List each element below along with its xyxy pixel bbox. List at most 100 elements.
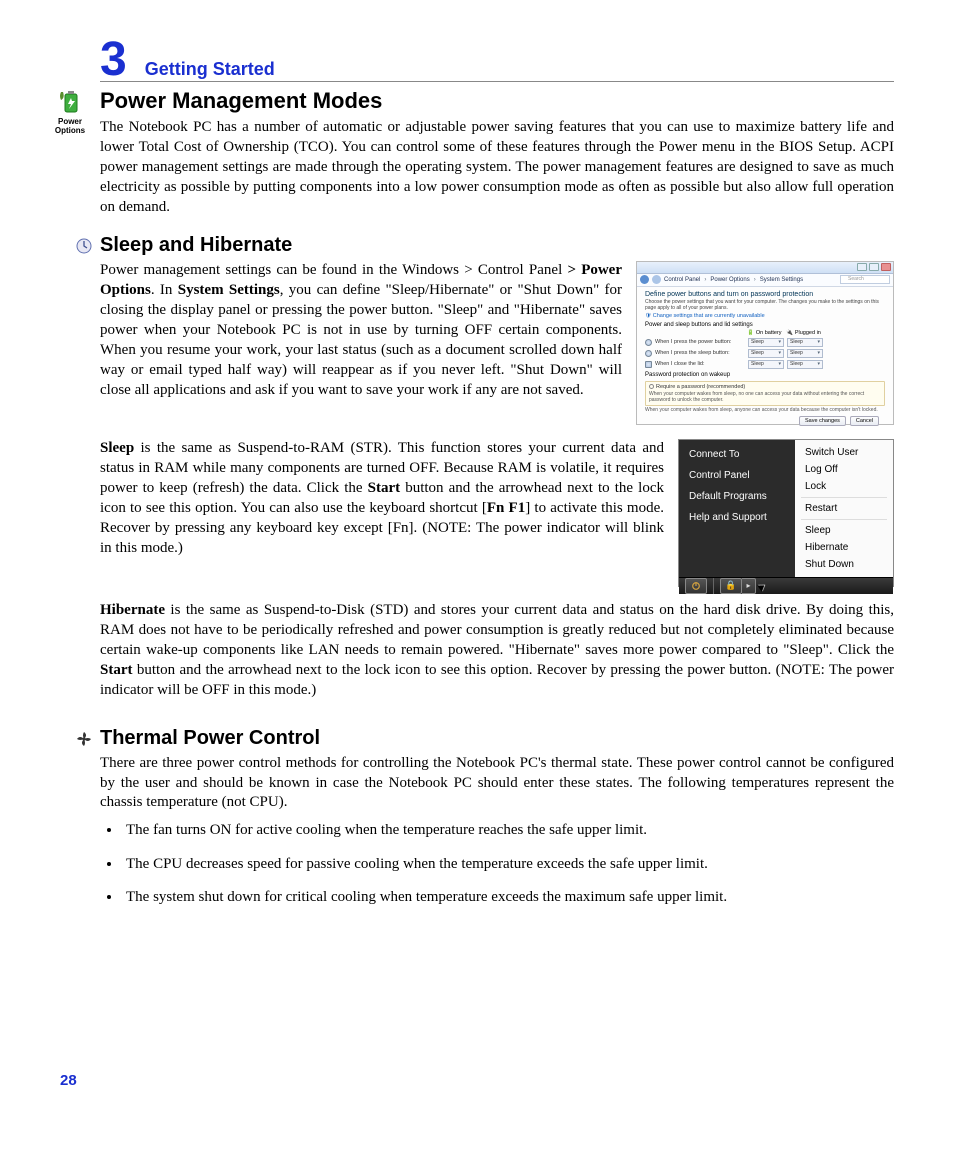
thermal-bullets: The fan turns ON for active cooling when… bbox=[122, 821, 894, 908]
section-thermal-power: Thermal Power Control There are three po… bbox=[100, 727, 894, 908]
dropdown-battery[interactable]: Sleep bbox=[748, 338, 784, 347]
section-sleep-hibernate: Sleep and Hibernate Power management set… bbox=[100, 234, 894, 701]
search-input[interactable]: Search bbox=[840, 275, 890, 284]
sleep-detail-row: Sleep is the same as Suspend-to-RAM (STR… bbox=[100, 439, 894, 587]
heading-text: Sleep and Hibernate bbox=[100, 234, 292, 256]
menu-item-hibernate[interactable]: Hibernate bbox=[795, 539, 893, 556]
text: , you can define "Sleep/Hibernate" or "S… bbox=[100, 282, 622, 398]
back-button[interactable] bbox=[640, 275, 649, 284]
page-number: 28 bbox=[60, 1072, 77, 1089]
start-menu-left-column: Connect To Control Panel Default Program… bbox=[679, 440, 795, 577]
control-panel-screenshot: Control Panel Power Options System Setti… bbox=[636, 261, 894, 425]
cp-row-power-button: When I press the power button: Sleep Sle… bbox=[645, 338, 885, 347]
cp-footer: Save changes Cancel bbox=[645, 413, 885, 426]
clock-icon bbox=[76, 237, 92, 260]
heading-sleep-hibernate: Sleep and Hibernate bbox=[100, 234, 894, 257]
maximize-button[interactable] bbox=[869, 263, 879, 271]
text: Power management settings can be found i… bbox=[100, 262, 567, 278]
sleep-paragraph: Sleep is the same as Suspend-to-RAM (STR… bbox=[100, 439, 664, 559]
control-panel-body: Define power buttons and turn on passwor… bbox=[637, 287, 893, 430]
power-management-body: The Notebook PC has a number of automati… bbox=[100, 118, 894, 218]
breadcrumb-item[interactable]: Control Panel bbox=[664, 277, 700, 283]
menu-item-shut-down[interactable]: Shut Down bbox=[795, 556, 893, 573]
chapter-title: Getting Started bbox=[145, 59, 275, 80]
menu-item-help-support[interactable]: Help and Support bbox=[679, 507, 795, 528]
power-button[interactable] bbox=[685, 578, 707, 594]
chapter-number: 3 bbox=[100, 38, 127, 81]
sleep-button-icon bbox=[645, 350, 652, 357]
cp-row-label: When I close the lid: bbox=[655, 361, 745, 367]
menu-item-connect-to[interactable]: Connect To bbox=[679, 444, 795, 465]
cp-password-option1-sub: When your computer wakes from sleep, no … bbox=[649, 391, 881, 403]
cp-column-headers: 🔋 On battery 🔌 Plugged in bbox=[747, 330, 885, 336]
close-button[interactable] bbox=[881, 263, 891, 271]
separator bbox=[713, 578, 714, 594]
heading-power-management: Power Options Power Management Modes bbox=[100, 88, 894, 114]
cp-password-option-box: Require a password (recommended) When yo… bbox=[645, 381, 885, 406]
minimize-button[interactable] bbox=[857, 263, 867, 271]
cp-row-label: When I press the power button: bbox=[655, 339, 745, 345]
dropdown-battery[interactable]: Sleep bbox=[748, 360, 784, 369]
menu-divider bbox=[801, 519, 887, 520]
text-bold: System Settings bbox=[178, 282, 280, 298]
text-bold: Start bbox=[368, 480, 401, 496]
save-changes-button[interactable]: Save changes bbox=[799, 416, 846, 426]
cp-password-section-label: Password protection on wakeup bbox=[645, 372, 885, 378]
menu-item-log-off[interactable]: Log Off bbox=[795, 461, 893, 478]
text-bold: Start bbox=[100, 662, 133, 678]
cp-password-option2-sub: When your computer wakes from sleep, any… bbox=[645, 407, 885, 413]
cancel-button[interactable]: Cancel bbox=[850, 416, 879, 426]
sleep-intro-row: Power management settings can be found i… bbox=[100, 261, 894, 425]
window-titlebar bbox=[637, 262, 893, 274]
cp-section-label: Power and sleep buttons and lid settings bbox=[645, 322, 885, 328]
text: button and the arrowhead next to the loc… bbox=[100, 662, 894, 698]
power-options-icon: Power Options bbox=[52, 86, 88, 136]
text-bold: Fn F1 bbox=[487, 500, 525, 516]
menu-item-restart[interactable]: Restart bbox=[795, 500, 893, 517]
thermal-intro-paragraph: There are three power control methods fo… bbox=[100, 754, 894, 814]
lock-button[interactable]: 🔒 bbox=[720, 578, 742, 594]
start-menu-right-column: Switch User Log Off Lock Restart Sleep H… bbox=[795, 440, 893, 577]
menu-item-control-panel[interactable]: Control Panel bbox=[679, 465, 795, 486]
power-options-chevron[interactable]: ▸ bbox=[742, 578, 756, 594]
text-bold: Sleep bbox=[100, 440, 134, 456]
menu-divider bbox=[801, 497, 887, 498]
start-menu-bottom-bar: 🔒 ▸ bbox=[679, 577, 893, 594]
menu-item-default-programs[interactable]: Default Programs bbox=[679, 486, 795, 507]
dropdown-battery[interactable]: Sleep bbox=[748, 349, 784, 358]
cp-main-heading: Define power buttons and turn on passwor… bbox=[645, 291, 885, 298]
col-plugged-in: 🔌 Plugged in bbox=[786, 330, 822, 336]
menu-item-switch-user[interactable]: Switch User bbox=[795, 444, 893, 461]
heading-text: Power Management Modes bbox=[100, 88, 382, 113]
breadcrumb-bar: Control Panel Power Options System Setti… bbox=[637, 274, 893, 287]
menu-item-sleep[interactable]: Sleep bbox=[795, 522, 893, 539]
bullet-item: The CPU decreases speed for passive cool… bbox=[122, 855, 894, 875]
col-on-battery: 🔋 On battery bbox=[747, 330, 783, 336]
bullet-item: The system shut down for critical coolin… bbox=[122, 888, 894, 908]
fan-icon bbox=[76, 730, 92, 753]
power-options-icon-caption: Power Options bbox=[52, 118, 88, 136]
lid-icon bbox=[645, 361, 652, 368]
cp-change-settings-link[interactable]: Change settings that are currently unava… bbox=[645, 313, 885, 319]
start-menu-screenshot: Connect To Control Panel Default Program… bbox=[678, 439, 894, 587]
breadcrumb-item[interactable]: Power Options bbox=[710, 277, 749, 283]
dropdown-plugged[interactable]: Sleep bbox=[787, 360, 823, 369]
dropdown-plugged[interactable]: Sleep bbox=[787, 338, 823, 347]
cp-row-close-lid: When I close the lid: Sleep Sleep bbox=[645, 360, 885, 369]
cp-row-sleep-button: When I press the sleep button: Sleep Sle… bbox=[645, 349, 885, 358]
hibernate-paragraph: Hibernate is the same as Suspend-to-Disk… bbox=[100, 601, 894, 701]
text: . In bbox=[151, 282, 178, 298]
breadcrumb-item[interactable]: System Settings bbox=[760, 277, 803, 283]
section-power-management: Power Options Power Management Modes The… bbox=[100, 88, 894, 218]
forward-button[interactable] bbox=[652, 275, 661, 284]
sleep-intro-paragraph: Power management settings can be found i… bbox=[100, 261, 622, 401]
power-button-icon bbox=[645, 339, 652, 346]
text: is the same as Suspend-to-Disk (STD) and… bbox=[100, 602, 894, 658]
menu-item-lock[interactable]: Lock bbox=[795, 478, 893, 495]
bullet-item: The fan turns ON for active cooling when… bbox=[122, 821, 894, 841]
cp-password-option1[interactable]: Require a password (recommended) bbox=[649, 384, 881, 390]
chapter-header: 3 Getting Started bbox=[100, 38, 894, 82]
dropdown-plugged[interactable]: Sleep bbox=[787, 349, 823, 358]
cp-sub-text: Choose the power settings that you want … bbox=[645, 299, 885, 311]
heading-text: Thermal Power Control bbox=[100, 727, 320, 749]
